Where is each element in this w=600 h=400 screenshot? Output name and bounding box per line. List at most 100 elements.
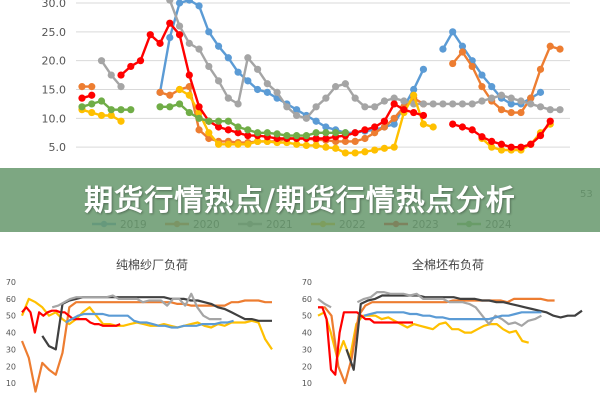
top-point-2024-4	[117, 106, 125, 114]
top-point-2024-26	[332, 129, 340, 137]
top-point-2024-16	[234, 123, 242, 131]
top-point-2022-36	[429, 123, 437, 131]
top-line-chart: 30.025.020.015.010.05.0 53 2019202020212…	[42, 0, 593, 231]
top-point-2023-32	[390, 100, 398, 108]
top-point-2024-19	[263, 129, 271, 137]
left-series-line-1	[20, 299, 272, 393]
top-point-2023-10	[175, 31, 184, 39]
top-point-2020-47	[536, 65, 545, 73]
top-point-2020-9	[166, 91, 174, 99]
top-point-2023-46	[527, 140, 535, 148]
top-point-2020-31	[380, 123, 389, 131]
top-point-2023-6	[136, 57, 145, 65]
top-point-2024-2	[97, 97, 106, 105]
top-point-2024-12	[195, 114, 203, 122]
top-point-2023-38	[449, 120, 457, 128]
top-point-2019-17	[244, 77, 252, 85]
top-chart-y-tick-label-3: 15.0	[42, 84, 67, 97]
top-point-2021-20	[273, 88, 281, 96]
top-point-2023-28	[351, 129, 359, 137]
top-point-2020-45	[517, 108, 525, 117]
top-point-2022-10	[175, 85, 184, 94]
left-chart-y-tick-label-2: 50	[6, 312, 16, 321]
left-chart-series	[20, 292, 273, 393]
top-point-2024-22	[293, 132, 301, 140]
right-chart-series	[317, 291, 583, 385]
top-point-2020-29	[361, 134, 369, 143]
top-point-2021-33	[400, 97, 408, 105]
top-point-2023-1	[88, 91, 96, 99]
top-point-2021-38	[449, 100, 457, 108]
top-point-2019-10	[175, 0, 184, 7]
top-point-2019-25	[322, 123, 330, 131]
left-chart-y-tick-labels: 70 60 50 40 30 20 10	[6, 278, 16, 388]
top-point-2021-45	[517, 97, 525, 105]
top-series-2021	[97, 0, 564, 122]
top-point-2022-25	[322, 143, 330, 151]
top-point-2024-23	[302, 132, 310, 140]
top-point-2019-11	[185, 0, 193, 4]
top-point-2024-17	[244, 126, 252, 134]
top-point-2022-11	[185, 91, 193, 99]
top-point-2021-14	[214, 77, 223, 85]
top-point-2022-42	[488, 143, 496, 151]
left-chart-y-tick-label-1: 60	[6, 295, 16, 304]
top-point-2021-26	[332, 83, 340, 91]
top-point-2023-15	[224, 126, 232, 134]
top-point-2024-11	[185, 108, 193, 117]
top-point-2023-7	[146, 31, 154, 39]
top-point-2020-41	[478, 83, 486, 91]
top-point-2020-44	[507, 108, 515, 117]
top-point-2023-5	[127, 62, 135, 71]
top-point-2021-23	[302, 114, 310, 122]
top-series-2020	[78, 42, 564, 147]
top-chart-series	[78, 0, 564, 157]
top-point-2019-19	[263, 88, 271, 96]
top-point-2019-37	[439, 45, 447, 53]
top-point-2021-22	[293, 111, 301, 120]
top-point-2024-25	[322, 129, 330, 137]
top-point-2023-24	[312, 134, 320, 143]
top-point-2019-39	[458, 42, 467, 50]
top-point-2022-15	[224, 140, 232, 148]
top-point-2023-12	[195, 103, 203, 111]
top-point-2019-35	[419, 65, 428, 73]
right-chart-y-tick-label-5: 20	[302, 362, 312, 371]
top-point-2022-14	[214, 140, 223, 148]
top-point-2021-46	[527, 100, 535, 108]
top-point-2020-43	[497, 106, 506, 114]
top-point-2020-38	[449, 59, 457, 68]
top-point-2019-44	[507, 100, 515, 108]
top-point-2021-32	[390, 94, 398, 102]
right-series-line-0	[317, 311, 529, 359]
top-point-2023-47	[536, 132, 545, 140]
top-chart-y-tick-label-4: 10.0	[42, 112, 67, 125]
top-point-2024-1	[88, 100, 96, 108]
top-point-2021-28	[351, 94, 359, 102]
right-series-line-3	[345, 294, 583, 371]
top-point-2021-19	[263, 80, 271, 88]
top-point-2019-12	[195, 2, 203, 10]
top-point-2022-1	[88, 108, 96, 117]
top-point-2024-24	[312, 129, 320, 137]
top-point-2024-10	[175, 100, 184, 108]
top-point-2023-33	[400, 106, 408, 114]
top-point-2021-48	[546, 106, 554, 114]
top-point-2024-15	[224, 117, 232, 125]
top-point-2023-11	[185, 71, 193, 79]
top-point-2021-3	[107, 71, 115, 79]
top-point-2021-21	[283, 103, 291, 111]
top-point-2021-37	[439, 100, 447, 108]
top-point-2022-17	[244, 140, 252, 148]
right-chart-y-tick-label-2: 50	[302, 312, 312, 321]
top-point-2024-14	[214, 117, 223, 125]
top-point-2021-31	[380, 97, 389, 105]
left-chart-y-tick-label-0: 70	[6, 278, 16, 287]
top-point-2021-49	[556, 106, 564, 114]
top-point-2023-25	[322, 134, 330, 143]
top-point-2020-39	[458, 48, 467, 56]
top-point-2019-22	[293, 106, 301, 114]
top-point-2024-18	[253, 129, 262, 137]
right-series-line-5	[363, 311, 542, 321]
top-point-2023-40	[468, 126, 476, 134]
